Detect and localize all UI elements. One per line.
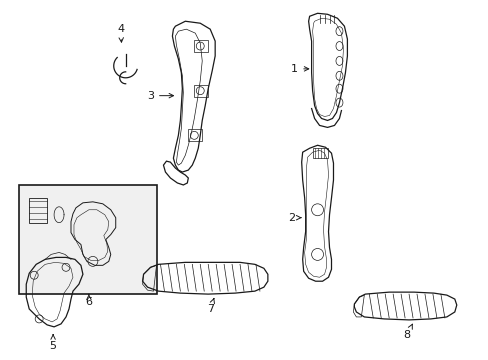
Text: 5: 5 [49, 335, 57, 351]
Text: 4: 4 [117, 24, 124, 42]
Text: 2: 2 [287, 213, 301, 223]
Bar [19, 185, 156, 294]
Text: 1: 1 [291, 64, 308, 74]
Bar [312, 148, 327, 158]
Text: 7: 7 [206, 298, 214, 314]
Bar [29, 198, 47, 223]
Text: 6: 6 [85, 294, 92, 307]
Text: 8: 8 [403, 324, 411, 340]
Text: 3: 3 [147, 91, 173, 101]
